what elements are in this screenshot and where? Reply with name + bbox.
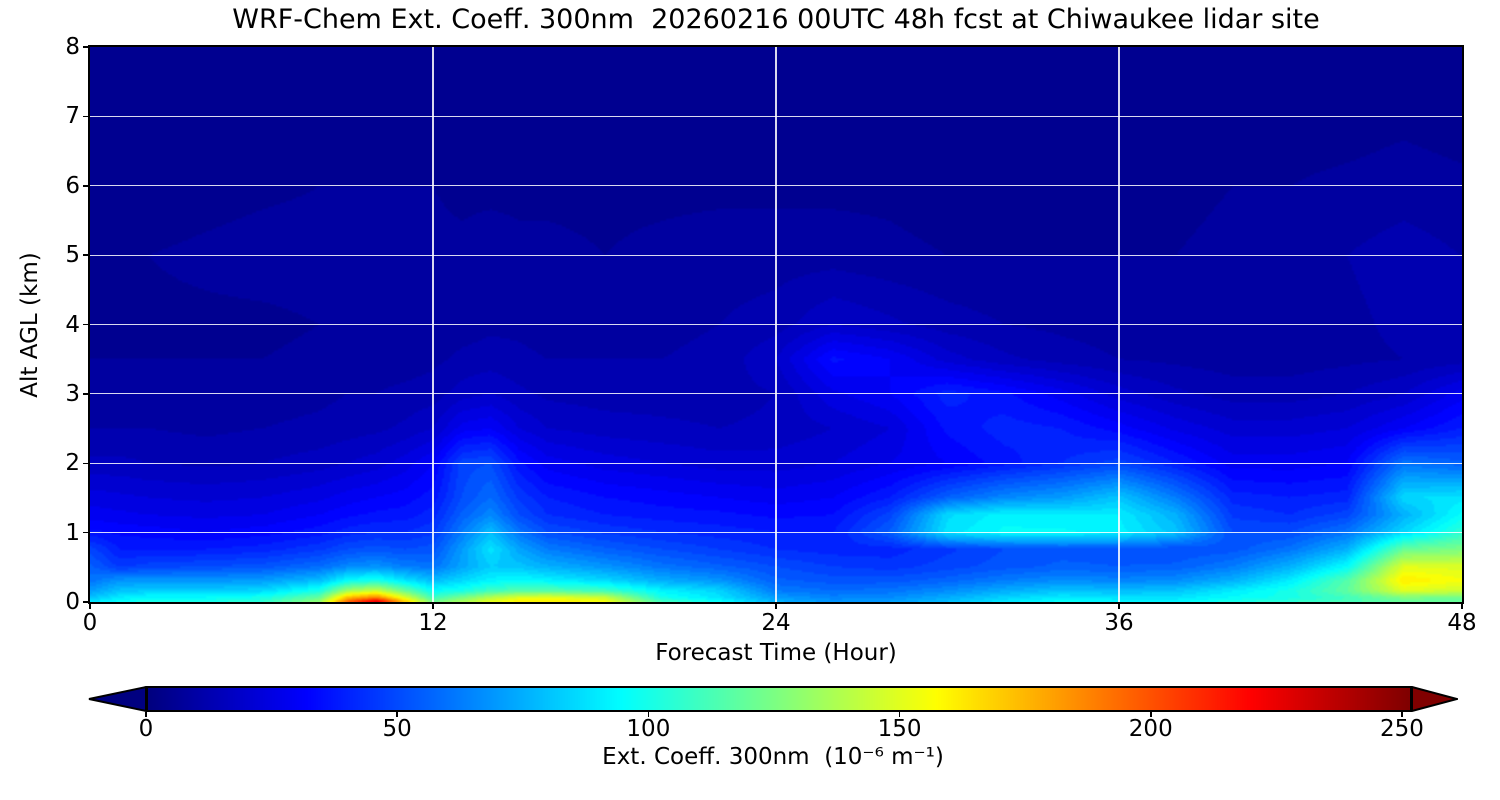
colorbar-tick-label: 250	[1379, 716, 1424, 742]
y-tick-label: 4	[65, 311, 80, 338]
y-tick-label: 8	[65, 34, 80, 60]
heatmap-canvas	[90, 47, 1462, 602]
colorbar-gradient	[146, 686, 1412, 712]
chart-title: WRF-Chem Ext. Coeff. 300nm 20260216 00UT…	[232, 4, 1320, 35]
y-tick-mark	[83, 393, 90, 395]
colorbar-tick-mark	[145, 712, 147, 717]
colorbar-tick-label: 0	[138, 716, 154, 742]
x-tick-label: 0	[82, 610, 98, 636]
x-tick-mark	[89, 602, 91, 609]
x-tick-label: 12	[418, 610, 448, 636]
x-tick-mark	[432, 602, 434, 609]
colorbar-tick-label: 100	[626, 716, 671, 742]
colorbar-left-arrow	[88, 686, 146, 712]
y-tick-mark	[83, 531, 90, 534]
y-tick-mark	[83, 185, 90, 187]
x-tick-label: 48	[1447, 610, 1477, 636]
y-tick-mark	[83, 46, 90, 48]
colorbar-right-arrow	[1412, 686, 1458, 712]
colorbar-tick-mark	[898, 712, 901, 717]
y-tick-mark	[83, 462, 90, 464]
x-axis-label: Forecast Time (Hour)	[655, 640, 897, 666]
colorbar-tick-label: 150	[877, 716, 922, 742]
colorbar-tick-label: 200	[1128, 716, 1173, 742]
y-tick-mark	[83, 601, 90, 603]
colorbar-tick-mark	[647, 712, 650, 717]
y-tick-mark	[83, 254, 90, 256]
y-tick-label: 1	[65, 519, 80, 546]
colorbar-tick-mark	[1150, 712, 1152, 717]
y-tick-label: 6	[65, 172, 80, 199]
y-tick-label: 3	[65, 380, 80, 407]
colorbar-tick-mark	[396, 712, 398, 717]
y-tick-label: 5	[65, 242, 80, 269]
x-tick-label: 36	[1104, 610, 1134, 636]
y-tick-label: 2	[65, 450, 80, 477]
plot-area	[88, 45, 1464, 604]
colorbar-tick-label: 50	[382, 716, 412, 742]
x-tick-mark	[775, 602, 777, 609]
colorbar-tick-mark	[1401, 712, 1403, 717]
y-tick-mark	[83, 323, 90, 326]
x-tick-mark	[1461, 602, 1463, 609]
y-tick-label: 0	[65, 589, 80, 615]
x-tick-mark	[1118, 602, 1120, 609]
y-axis-label: Alt AGL (km)	[17, 252, 43, 398]
y-tick-label: 7	[65, 103, 80, 130]
y-tick-mark	[83, 115, 90, 118]
colorbar	[88, 686, 1458, 712]
x-tick-label: 24	[761, 610, 791, 636]
colorbar-label: Ext. Coeff. 300nm (10⁻⁶ m⁻¹)	[602, 744, 944, 770]
